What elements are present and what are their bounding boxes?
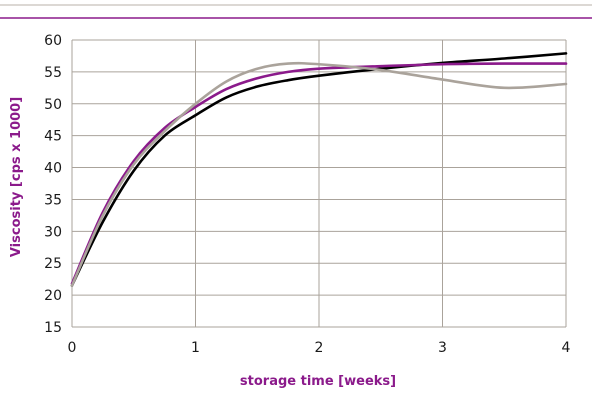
y-tick-label: 50 <box>44 97 62 113</box>
y-tick-label: 45 <box>44 129 62 145</box>
y-tick-label: 35 <box>44 192 62 208</box>
y-tick-label: 20 <box>44 288 62 304</box>
x-tick-label: 2 <box>315 340 324 356</box>
x-tick-label: 0 <box>68 340 77 356</box>
series-line-2 <box>70 62 568 285</box>
series-layer <box>70 52 568 287</box>
y-axis-title: Viscosity [cps x 1000] <box>9 97 24 257</box>
grid <box>71 39 567 328</box>
y-tick-label: 30 <box>44 224 62 240</box>
x-axis-title: storage time [weeks] <box>240 374 396 389</box>
x-tick-label: 1 <box>191 340 200 356</box>
y-tick-label: 60 <box>44 33 62 49</box>
y-axis-ticks: 15 20 25 30 35 40 45 50 55 60 <box>44 33 62 336</box>
series-line-3 <box>70 61 568 287</box>
y-tick-label: 15 <box>44 320 62 336</box>
x-tick-label: 3 <box>438 340 447 356</box>
y-tick-label: 55 <box>44 65 62 81</box>
x-axis-ticks: 0 1 2 3 4 <box>68 340 571 356</box>
x-tick-label: 4 <box>562 340 571 356</box>
y-tick-label: 40 <box>44 161 62 177</box>
y-tick-label: 25 <box>44 256 62 272</box>
